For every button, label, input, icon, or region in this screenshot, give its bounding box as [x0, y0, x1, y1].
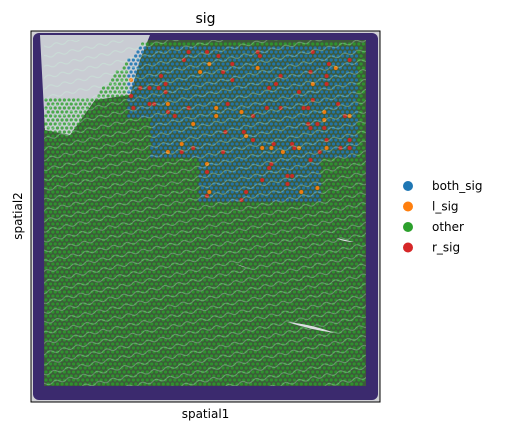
plot-area [31, 31, 380, 402]
chart-title: sig [195, 11, 215, 27]
